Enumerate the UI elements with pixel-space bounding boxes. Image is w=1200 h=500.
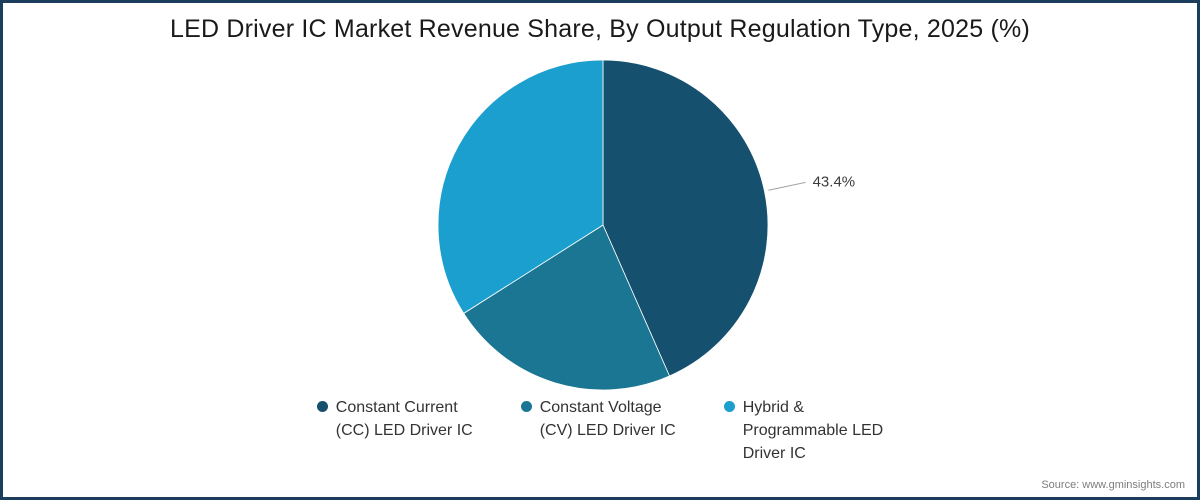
pie-slices [437, 59, 769, 391]
legend-label-constant-voltage: Constant Voltage (CV) LED Driver IC [539, 399, 676, 440]
pie-slice-1 [463, 224, 671, 391]
source-attribution: Source: www.gminsights.com [1041, 479, 1185, 491]
legend-dot-constant-current-icon [316, 401, 328, 412]
pie-chart: 43.4% [437, 59, 856, 391]
legend-label-constant-current: Constant Current (CC) LED Driver IC [335, 399, 473, 440]
chart-title: LED Driver IC Market Revenue Share, By O… [170, 15, 1030, 43]
pie-slice-2 [437, 59, 604, 314]
pie-slice-0 [602, 59, 769, 377]
legend-label-hybrid-programmable: Hybrid & Programmable LED Driver IC [742, 399, 884, 463]
legend-item-constant-voltage: Constant Voltage (CV) LED Driver IC [520, 396, 676, 442]
legend: Constant Current (CC) LED Driver IC Cons… [3, 396, 1197, 466]
legend-dot-constant-voltage-icon [520, 401, 532, 412]
legend-item-constant-current: Constant Current (CC) LED Driver IC [316, 396, 473, 442]
legend-item-hybrid-programmable: Hybrid & Programmable LED Driver IC [723, 396, 884, 466]
callout-value-label: 43.4% [813, 173, 856, 190]
callout-line [768, 181, 806, 191]
legend-dot-hybrid-programmable-icon [723, 401, 735, 412]
